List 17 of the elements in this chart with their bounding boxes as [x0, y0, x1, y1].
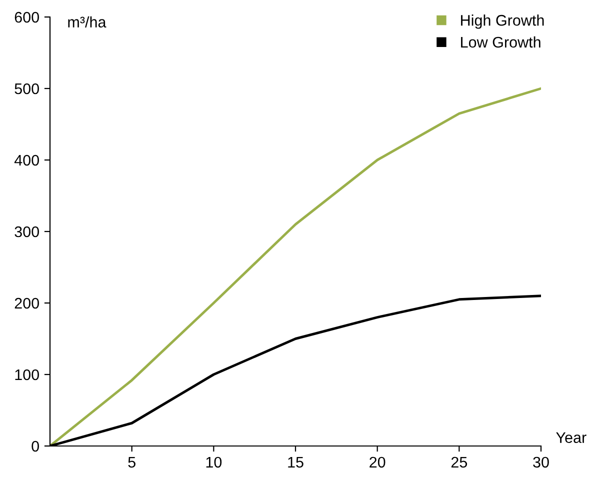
x-tick-label: 30 [533, 456, 549, 468]
x-axis-title: Year [556, 432, 586, 443]
y-tick-label: 500 [14, 83, 39, 94]
x-tick-label: 15 [288, 456, 304, 468]
x-tick-label: 10 [206, 456, 222, 468]
legend-label: Low Growth [461, 36, 540, 48]
x-tick-label: 25 [451, 456, 468, 468]
y-tick-label: 600 [14, 12, 39, 23]
y-axis-title: m³/ha [68, 16, 106, 28]
x-tick-label: 5 [128, 456, 136, 468]
y-tick-label: 400 [14, 154, 39, 166]
y-tick-label: 100 [15, 369, 39, 380]
y-tick-label: 200 [14, 298, 39, 309]
y-tick-label: 0 [32, 440, 39, 452]
x-tick-label: 20 [370, 456, 386, 468]
y-tick-label: 300 [14, 226, 39, 238]
legend-label: High Growth [461, 14, 544, 29]
